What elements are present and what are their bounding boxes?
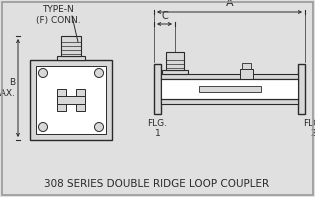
Bar xyxy=(30,60,112,140)
Text: TYPE-N
(F) CONN.: TYPE-N (F) CONN. xyxy=(36,5,80,25)
Bar xyxy=(161,79,298,99)
Text: A: A xyxy=(226,0,233,8)
Text: B
MAX.: B MAX. xyxy=(0,78,15,98)
Circle shape xyxy=(38,123,48,132)
Circle shape xyxy=(94,123,104,132)
Bar xyxy=(166,52,184,70)
Bar xyxy=(161,74,298,79)
Bar xyxy=(61,36,81,56)
Text: C: C xyxy=(161,11,168,21)
Bar xyxy=(243,63,251,69)
Circle shape xyxy=(94,69,104,77)
Bar xyxy=(57,89,66,111)
Bar xyxy=(57,96,85,104)
Bar xyxy=(36,66,106,134)
Bar xyxy=(162,70,188,74)
Bar xyxy=(154,64,161,114)
Bar xyxy=(76,89,85,111)
Circle shape xyxy=(38,69,48,77)
Bar xyxy=(57,56,85,60)
Text: FLG.
2: FLG. 2 xyxy=(303,119,315,138)
Text: 308 SERIES DOUBLE RIDGE LOOP COUPLER: 308 SERIES DOUBLE RIDGE LOOP COUPLER xyxy=(44,179,270,189)
Bar xyxy=(240,69,254,79)
Bar xyxy=(199,86,261,92)
Text: FLG.
1: FLG. 1 xyxy=(147,119,168,138)
Bar xyxy=(161,99,298,104)
Bar xyxy=(298,64,305,114)
